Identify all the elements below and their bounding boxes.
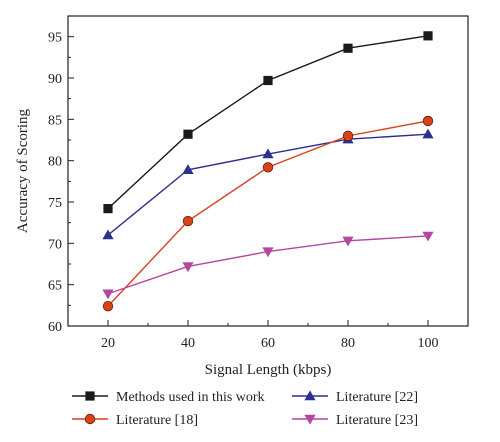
series-3 [102, 231, 434, 300]
legend-marker [85, 391, 95, 401]
legend-item: Methods used in this work [72, 390, 265, 405]
y-axis: 60 65 70 75 80 85 90 95 [48, 31, 74, 335]
data-point [262, 247, 274, 258]
y-tick-label: 95 [48, 31, 62, 46]
legend-marker [84, 413, 96, 425]
data-point [263, 75, 273, 86]
legend: Methods used in this work Literature [22]… [72, 390, 418, 428]
x-axis-title: Signal Length (kbps) [205, 362, 332, 378]
x-tick-label: 80 [341, 336, 355, 351]
y-tick-label: 90 [48, 72, 62, 87]
legend-marker [304, 390, 316, 401]
y-tick-label: 70 [48, 237, 62, 252]
legend-marker [304, 414, 316, 425]
data-point [102, 229, 114, 240]
series-2 [102, 115, 434, 312]
data-point [343, 43, 353, 53]
data-point [182, 215, 194, 227]
data-point [422, 231, 434, 242]
y-tick-label: 60 [48, 320, 62, 335]
data-point [262, 148, 274, 159]
data-point [182, 164, 194, 174]
data-point [342, 236, 354, 247]
x-axis: 20 40 60 80 100 [67, 320, 469, 351]
x-tick-label: 60 [261, 336, 275, 351]
data-point [423, 31, 433, 41]
legend-label: Literature [22] [336, 390, 418, 405]
x-tick-label: 100 [418, 336, 439, 351]
y-tick-label: 80 [48, 155, 62, 170]
legend-item: Literature [23] [292, 413, 418, 428]
x-tick-label: 40 [181, 336, 195, 351]
data-point [262, 162, 274, 173]
legend-label: Literature [18] [116, 413, 198, 428]
data-point [103, 204, 113, 214]
data-point [182, 262, 194, 273]
series-1 [102, 128, 434, 240]
data-point [102, 289, 114, 300]
legend-label: Literature [23] [336, 413, 418, 428]
data-point [422, 128, 434, 139]
y-axis-title: Accuracy of Scoring [15, 108, 31, 233]
series-layer [102, 31, 434, 312]
data-point [422, 115, 434, 127]
y-tick-label: 65 [48, 279, 62, 294]
data-point [342, 130, 354, 142]
series-line [107, 235, 429, 295]
legend-item: Literature [22] [292, 390, 418, 405]
series-line [107, 35, 429, 210]
series-0 [103, 31, 433, 214]
legend-item: Literature [18] [72, 413, 198, 428]
data-point [102, 300, 114, 312]
y-tick-label: 85 [48, 113, 62, 128]
y-tick-label: 75 [48, 196, 62, 211]
legend-label: Methods used in this work [116, 390, 265, 405]
data-point [183, 129, 193, 139]
x-tick-label: 20 [101, 336, 115, 351]
